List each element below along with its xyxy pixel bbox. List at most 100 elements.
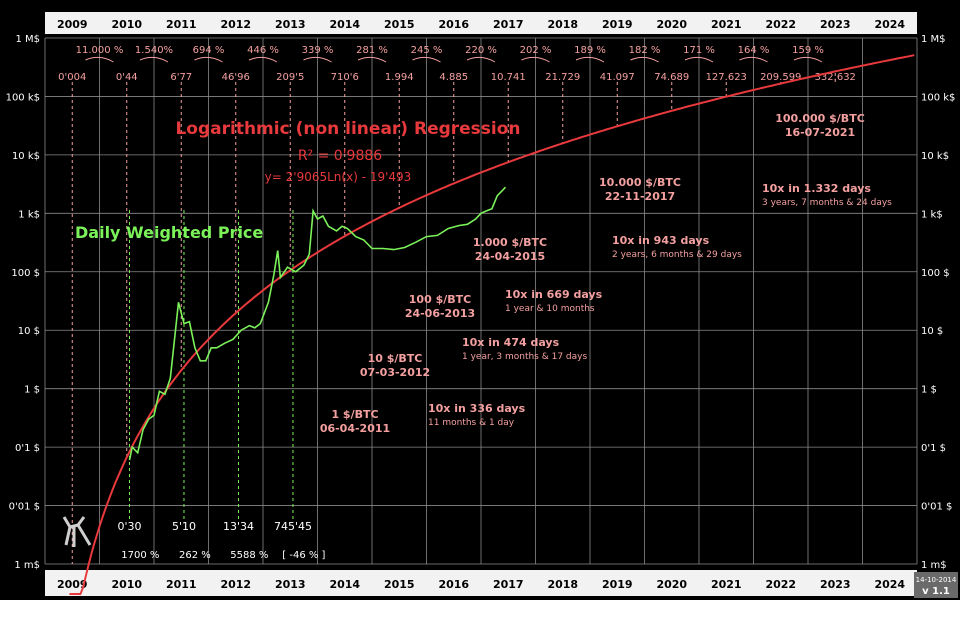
year-label-bottom: 2022 xyxy=(765,578,796,591)
year-label-top: 2010 xyxy=(111,18,142,31)
year-label-bottom: 2017 xyxy=(493,578,524,591)
chart-title: Logarithmic (non linear) Regression xyxy=(175,119,520,139)
year-label-bottom: 2010 xyxy=(111,578,142,591)
year-label-bottom: 2013 xyxy=(275,578,306,591)
y-tick-label-left: 1 $ xyxy=(24,385,40,396)
year-label-top: 2020 xyxy=(656,18,687,31)
duration-line2: 3 years, 7 months & 24 days xyxy=(762,198,892,208)
regression-value-label: 74.689 xyxy=(654,72,689,83)
year-label-bottom: 2020 xyxy=(656,578,687,591)
duration-line2: 11 months & 1 day xyxy=(428,418,515,428)
bottom-value-label: 745'45 xyxy=(274,520,312,533)
chart-background xyxy=(0,0,960,600)
y-tick-label-right: 1 k$ xyxy=(921,209,943,220)
bottom-growth-label: 1700 % xyxy=(121,550,159,561)
growth-arrow-icon xyxy=(684,56,714,63)
duration-line1: 10x in 336 days xyxy=(428,402,526,415)
regression-curve xyxy=(69,54,915,595)
regression-value-label: 6'77 xyxy=(170,72,192,83)
regression-value-label: 46'96 xyxy=(222,72,250,83)
year-label-top: 2015 xyxy=(384,18,415,31)
growth-arrow-icon xyxy=(194,56,223,63)
top-year-labels: 2009 2010 2011 2012 2013 2014 2015 2016 2017 2018… xyxy=(57,18,905,31)
bottom-value-label: 0'30 xyxy=(117,520,141,533)
regression-growth-label: 189 % xyxy=(574,45,606,56)
duration-line2: 1 year & 10 months xyxy=(505,304,595,314)
y-tick-label-right: 10 $ xyxy=(921,326,943,337)
regression-value-label: 209'5 xyxy=(276,72,304,83)
regression-growth-label: 339 % xyxy=(302,45,334,56)
y-tick-label-left: 1 M$ xyxy=(15,34,40,45)
duration-line1: 10x in 669 days xyxy=(505,288,603,301)
regression-value-label: 10.741 xyxy=(491,72,526,83)
regression-value-label: 127.623 xyxy=(706,72,747,83)
y-tick-label-right: 10 k$ xyxy=(921,151,949,162)
regression-value-label: 1.994 xyxy=(385,72,414,83)
version-date: 14-10-2014 xyxy=(916,576,957,584)
duration-line2: 2 years, 6 months & 29 days xyxy=(612,250,742,260)
y-tick-label-right: 100 $ xyxy=(921,268,950,279)
regression-growth-label: 245 % xyxy=(411,45,443,56)
duration-line1: 10x in 943 days xyxy=(612,234,710,247)
bottom-value-label: 5'10 xyxy=(172,520,196,533)
growth-arrow-icon xyxy=(466,56,496,63)
milestone-date: 22-11-2017 xyxy=(605,190,675,203)
version-box xyxy=(914,572,958,598)
growth-arrow-icon xyxy=(739,56,768,63)
regression-growth-label: 220 % xyxy=(465,45,497,56)
growth-arrow-icon xyxy=(303,56,332,63)
y-tick-label-left: 100 k$ xyxy=(6,92,40,103)
y-tick-label-left: 100 $ xyxy=(11,268,40,279)
year-label-top: 2009 xyxy=(57,18,88,31)
growth-arrow-icon xyxy=(139,56,169,63)
regression-growth-label: 1.540% xyxy=(135,45,173,56)
y-tick-label-right: 1 M$ xyxy=(921,34,946,45)
regression-growth-label: 281 % xyxy=(356,45,388,56)
year-label-bottom: 2016 xyxy=(438,578,469,591)
y-tick-label-left: 1 k$ xyxy=(18,209,40,220)
growth-arrow-icon xyxy=(412,56,441,63)
bottom-year-bar xyxy=(45,570,917,596)
regression-growth-label: 164 % xyxy=(738,45,770,56)
milestone-date: 16-07-2021 xyxy=(785,126,855,139)
year-label-top: 2013 xyxy=(275,18,306,31)
growth-arrow-icon xyxy=(793,56,823,63)
year-label-top: 2017 xyxy=(493,18,524,31)
regression-growth-label: 694 % xyxy=(193,45,225,56)
growth-arrow-icon xyxy=(357,56,387,63)
y-tick-label-right: 1 m$ xyxy=(921,560,947,571)
year-label-top: 2022 xyxy=(765,18,796,31)
y-axis-right-labels: 1 M$ 100 k$ 10 k$ 1 k$ 100 $ 10 $ 1 $ 0'1 $ 0'01… xyxy=(921,34,955,571)
regression-growth-label: 202 % xyxy=(520,45,552,56)
price-line xyxy=(128,186,507,461)
chart-wrap: 2009 2010 2011 2012 2013 2014 2015 2016 2017 2018… xyxy=(0,0,960,600)
milestone-price: 10 $/BTC xyxy=(368,352,423,365)
y-tick-label-left: 10 k$ xyxy=(12,151,40,162)
year-label-bottom: 2015 xyxy=(384,578,415,591)
regression-equation: y= 2'9065Ln(x) - 19'493 xyxy=(265,170,412,184)
bottom-year-labels: 2009 2010 2011 2012 2013 2014 2015 2016 2017 2018… xyxy=(57,578,905,591)
regression-growth-label: 11.000 % xyxy=(76,45,124,56)
regression-value-label: 710'6 xyxy=(331,72,359,83)
regression-value-label: 0'44 xyxy=(116,72,138,83)
y-tick-label-left: 1 m$ xyxy=(14,560,40,571)
milestone-date: 24-06-2013 xyxy=(405,307,475,320)
y-tick-label-right: 0'1 $ xyxy=(921,443,946,454)
milestone-price: 1.000 $/BTC xyxy=(473,236,547,249)
milestone-price: 100.000 $/BTC xyxy=(775,112,865,125)
milestone-date: 07-03-2012 xyxy=(360,366,430,379)
bottom-growth-label: 262 % xyxy=(179,550,211,561)
grid-lines xyxy=(44,37,918,565)
regression-value-label: 41.097 xyxy=(600,72,635,83)
y-tick-label-right: 1 $ xyxy=(921,385,937,396)
growth-arrow-icon xyxy=(248,56,278,63)
year-label-top: 2024 xyxy=(874,18,905,31)
regression-curve-group xyxy=(69,54,915,595)
regression-growth-label: 171 % xyxy=(683,45,715,56)
year-label-bottom: 2019 xyxy=(602,578,633,591)
year-label-bottom: 2021 xyxy=(711,578,742,591)
duration-line1: 10x in 474 days xyxy=(462,336,560,349)
guide-dashed-lines xyxy=(71,71,836,564)
milestone-price: 10.000 $/BTC xyxy=(599,176,681,189)
